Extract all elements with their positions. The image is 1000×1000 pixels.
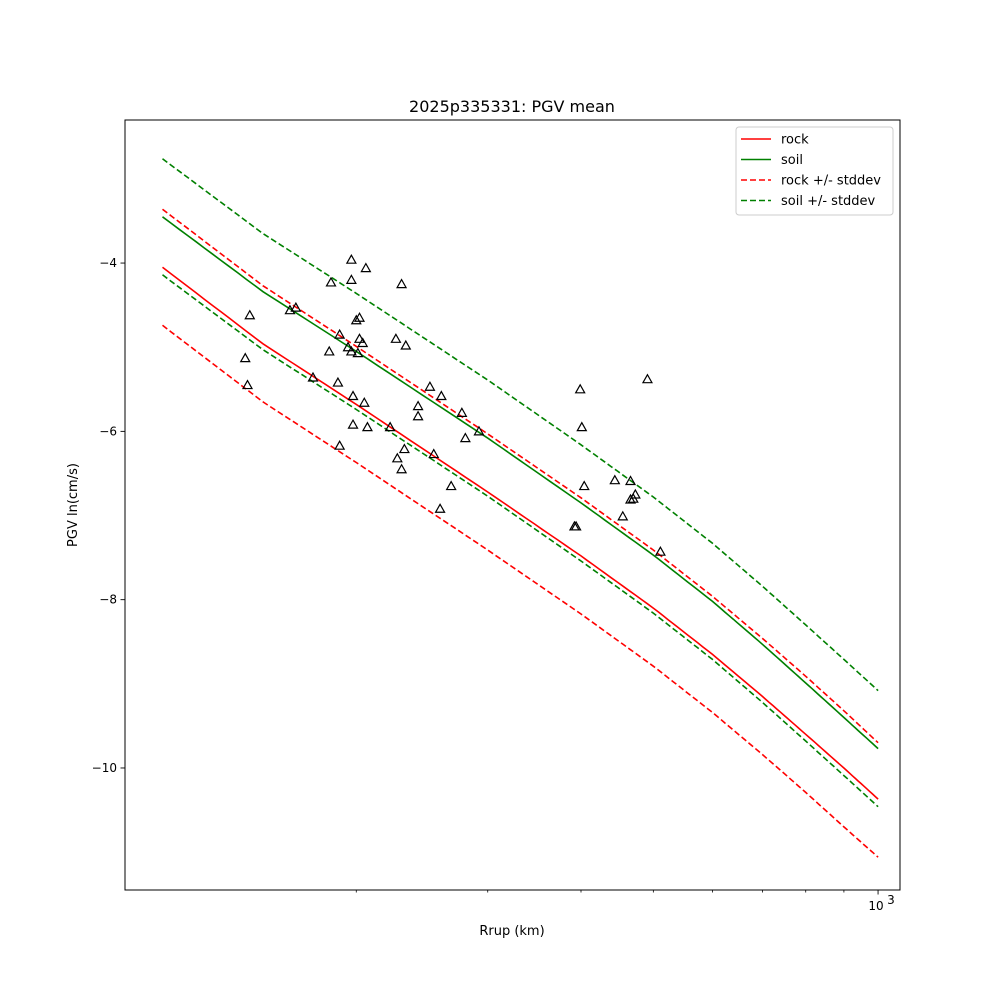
observation-marker	[390, 333, 402, 343]
chart-title: 2025p335331: PGV mean	[409, 97, 615, 116]
observation-marker	[361, 421, 373, 432]
observation-marker	[342, 341, 354, 352]
series-line-0	[162, 266, 879, 800]
observation-marker	[347, 390, 359, 401]
plot-area	[162, 158, 879, 858]
legend-label: rock	[781, 133, 809, 148]
series-line-3	[162, 324, 879, 858]
observation-marker	[396, 278, 408, 289]
observation-marker	[459, 432, 471, 443]
observation-marker	[434, 503, 446, 513]
observation-marker	[384, 421, 396, 432]
observation-marker	[358, 397, 370, 407]
observation-marker	[576, 421, 588, 432]
observation-marker	[345, 345, 357, 356]
observation-marker	[350, 314, 362, 325]
observation-marker	[424, 381, 436, 391]
observation-marker	[398, 443, 410, 454]
observation-marker	[360, 262, 372, 273]
observation-marker	[578, 480, 590, 491]
observation-marker	[332, 376, 344, 387]
observation-marker	[323, 345, 335, 356]
observation-marker	[400, 339, 412, 350]
x-axis: 10 3	[355, 890, 895, 913]
observation-marker	[353, 312, 366, 322]
observation-marker	[334, 328, 346, 339]
observation-marker	[239, 352, 251, 363]
observation-marker	[624, 493, 637, 504]
series-line-5	[162, 274, 879, 808]
observation-marker	[570, 520, 582, 531]
observation-marker	[396, 463, 408, 474]
observation-marker	[627, 492, 639, 503]
observation-marker	[325, 276, 337, 287]
observation-marker	[290, 301, 302, 312]
observation-marker	[654, 545, 666, 556]
observation-marker	[609, 474, 621, 485]
observation-marker	[624, 475, 637, 486]
series-line-2	[162, 208, 879, 744]
y-axis-label: PGV ln(cm/s)	[66, 463, 81, 547]
legend: rock soil rock +/- stddev soil +/- stddev	[735, 126, 894, 216]
y-tick-label: −4	[99, 256, 117, 270]
observation-marker	[345, 274, 357, 284]
observation-marker	[574, 383, 586, 394]
legend-label: soil	[781, 153, 803, 168]
observation-marker	[352, 347, 364, 358]
legend-box	[735, 126, 894, 216]
observation-marker	[391, 452, 403, 463]
legend-label: soil +/- stddev	[781, 194, 876, 209]
y-tick-label: −10	[92, 761, 117, 775]
x-axis-label: Rrup (km)	[479, 924, 544, 939]
observation-marker	[456, 407, 468, 417]
plot-frame	[124, 119, 901, 891]
observation-marker	[241, 379, 254, 390]
y-axis: −4 −6 −8 −10	[92, 256, 125, 775]
observation-marker	[345, 253, 357, 264]
legend-label: rock +/- stddev	[781, 174, 881, 189]
x-tick-label: 10	[868, 899, 883, 913]
observation-marker	[473, 425, 485, 436]
observation-marker	[357, 337, 369, 348]
observation-marker	[412, 400, 424, 411]
series-line-1	[162, 216, 879, 750]
observation-marker	[307, 371, 319, 382]
y-tick-label: −8	[99, 593, 117, 607]
observation-marker	[428, 448, 440, 459]
observation-marker	[445, 480, 457, 491]
observation-marker	[412, 410, 424, 421]
observation-marker	[435, 390, 447, 401]
observation-marker	[641, 373, 653, 384]
observation-marker	[334, 439, 346, 450]
observation-marker	[353, 333, 366, 343]
observation-markers	[239, 253, 666, 556]
observation-marker	[347, 418, 359, 429]
series-line-4	[162, 158, 879, 692]
observation-marker	[244, 309, 256, 320]
x-tick-exponent: 3	[887, 893, 895, 907]
observation-marker	[617, 510, 629, 521]
y-tick-label: −6	[99, 424, 117, 438]
